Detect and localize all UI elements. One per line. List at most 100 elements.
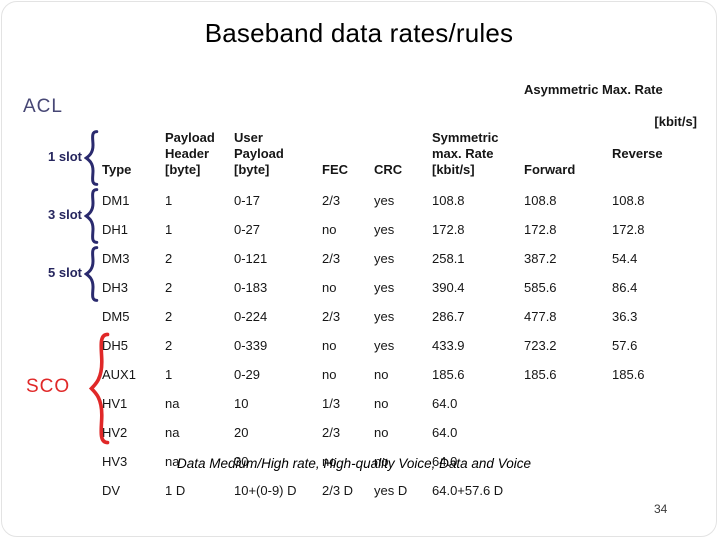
header-reverse: Reverse — [612, 146, 663, 161]
table-header: Type Payload Header [byte] User Payload … — [102, 66, 697, 191]
cell-reverse-rate: 108.8 — [612, 193, 645, 208]
cell-fec: no — [322, 367, 337, 382]
cell-type: HV3 — [102, 454, 128, 469]
cell-reverse-rate: 172.8 — [612, 222, 645, 237]
cell-user-payload: 0-224 — [234, 309, 268, 324]
table-row: HV3 na 30 no no 64.0 — [102, 452, 697, 481]
header-user-payload: User Payload [byte] — [234, 130, 284, 177]
cell-crc: yes — [374, 338, 395, 353]
cell-fec: no — [322, 454, 337, 469]
cell-payload-header: na — [165, 454, 180, 469]
cell-type: DM1 — [102, 193, 130, 208]
cell-crc: yes D — [374, 483, 408, 498]
cell-symmetric-rate: 64.0 — [432, 454, 458, 469]
cell-forward-rate: 477.8 — [524, 309, 557, 324]
table-row: HV2 na 20 2/3 no 64.0 — [102, 423, 697, 452]
cell-crc: yes — [374, 280, 395, 295]
cell-type: HV1 — [102, 396, 128, 411]
cell-crc: yes — [374, 309, 395, 324]
header-symmetric-rate: Symmetric max. Rate [kbit/s] — [432, 130, 499, 177]
cell-payload-header: 1 D — [165, 483, 186, 498]
cell-symmetric-rate: 286.7 — [432, 309, 465, 324]
baseband-rates-table: Type Payload Header [byte] User Payload … — [102, 66, 697, 510]
cell-payload-header: 1 — [165, 367, 173, 382]
cell-type: DM5 — [102, 309, 130, 324]
slot-group-label-3: 3 slot — [48, 207, 82, 222]
cell-crc: no — [374, 454, 389, 469]
cell-fec: 2/3 — [322, 309, 341, 324]
table-row: DM5 2 0-224 2/3 yes 286.7 477.8 36.3 — [102, 307, 697, 336]
header-forward: Forward — [524, 162, 576, 177]
cell-forward-rate: 108.8 — [524, 193, 557, 208]
cell-payload-header: na — [165, 425, 180, 440]
cell-symmetric-rate: 64.0 — [432, 425, 458, 440]
cell-type: DH1 — [102, 222, 129, 237]
page-title: Baseband data rates/rules — [204, 18, 514, 48]
slot-group-label-5: 5 slot — [48, 265, 82, 280]
cell-fec: no — [322, 222, 337, 237]
cell-forward-rate: 723.2 — [524, 338, 557, 353]
brace-sco-icon — [88, 331, 111, 446]
header-crc: CRC — [374, 162, 403, 177]
cell-user-payload: 0-339 — [234, 338, 268, 353]
cell-user-payload: 20 — [234, 425, 249, 440]
cell-reverse-rate: 57.6 — [612, 338, 638, 353]
table-row: DH1 1 0-27 no yes 172.8 172.8 172.8 — [102, 220, 697, 249]
cell-fec: 2/3 — [322, 193, 341, 208]
cell-fec: 2/3 — [322, 251, 341, 266]
cell-crc: yes — [374, 193, 395, 208]
header-fec: FEC — [322, 162, 348, 177]
cell-payload-header: 1 — [165, 222, 173, 237]
table-row: HV1 na 10 1/3 no 64.0 — [102, 394, 697, 423]
cell-reverse-rate: 86.4 — [612, 280, 638, 295]
table-row: DH3 2 0-183 no yes 390.4 585.6 86.4 — [102, 278, 697, 307]
cell-reverse-rate — [612, 423, 697, 452]
cell-user-payload: 10+(0-9) D — [234, 483, 297, 498]
cell-user-payload: 10 — [234, 396, 249, 411]
cell-type: HV2 — [102, 425, 128, 440]
cell-forward-rate: 172.8 — [524, 222, 557, 237]
table-row: DH5 2 0-339 no yes 433.9 723.2 57.6 — [102, 336, 697, 365]
cell-payload-header: na — [165, 396, 180, 411]
cell-crc: no — [374, 367, 389, 382]
cell-forward-rate — [524, 481, 612, 510]
cell-forward-rate: 387.2 — [524, 251, 557, 266]
cell-payload-header: 1 — [165, 193, 173, 208]
cell-symmetric-rate: 64.0 — [432, 396, 458, 411]
cell-crc: yes — [374, 251, 395, 266]
cell-fec: 1/3 — [322, 396, 341, 411]
cell-symmetric-rate: 390.4 — [432, 280, 465, 295]
brace-5-slot-icon — [84, 246, 99, 302]
footer-note: Data Medium/High rate, High-quality Voic… — [177, 456, 531, 471]
cell-user-payload: 0-121 — [234, 251, 268, 266]
brace-1-slot-icon — [84, 130, 99, 186]
cell-reverse-rate: 36.3 — [612, 309, 638, 324]
header-type: Type — [102, 162, 132, 177]
table-row: DV 1 D 10+(0-9) D 2/3 D yes D 64.0+57.6 … — [102, 481, 697, 510]
cell-payload-header: 2 — [165, 309, 173, 324]
cell-forward-rate — [524, 394, 612, 423]
cell-forward-rate — [524, 423, 612, 452]
cell-crc: no — [374, 425, 389, 440]
cell-reverse-rate: 54.4 — [612, 251, 638, 266]
page-number: 34 — [654, 502, 668, 516]
cell-crc: yes — [374, 222, 395, 237]
cell-forward-rate: 585.6 — [524, 280, 557, 295]
table-row: AUX1 1 0-29 no no 185.6 185.6 185.6 — [102, 365, 697, 394]
header-asymmetric-line2: [kbit/s] — [654, 114, 698, 129]
cell-reverse-rate — [612, 394, 697, 423]
cell-symmetric-rate: 258.1 — [432, 251, 465, 266]
cell-payload-header: 2 — [165, 280, 173, 295]
header-payload-header: Payload Header [byte] — [165, 130, 215, 177]
cell-user-payload: 0-17 — [234, 193, 261, 208]
header-asymmetric-line1: Asymmetric Max. Rate — [524, 82, 663, 97]
table-row: DM3 2 0-121 2/3 yes 258.1 387.2 54.4 — [102, 249, 697, 278]
brace-3-slot-icon — [84, 188, 99, 244]
acl-label: ACL — [23, 96, 63, 117]
header-row: Type Payload Header [byte] User Payload … — [102, 66, 697, 191]
cell-user-payload: 30 — [234, 454, 249, 469]
header-asymmetric-line3: Forward Reverse — [524, 146, 697, 177]
cell-reverse-rate: 185.6 — [612, 367, 645, 382]
slot-group-label-1: 1 slot — [48, 149, 82, 164]
cell-symmetric-rate: 172.8 — [432, 222, 465, 237]
